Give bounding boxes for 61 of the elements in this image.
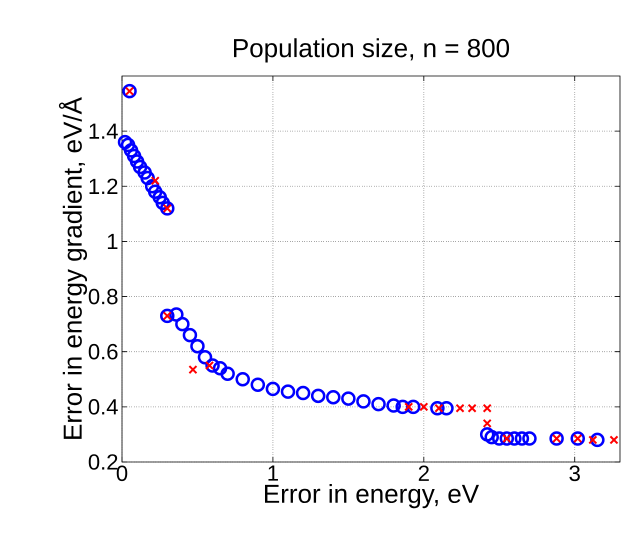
x-tick-label: 2 (418, 466, 429, 481)
x-tick-label: 0 (116, 466, 128, 482)
y-tick-label: 0.8 (88, 288, 118, 304)
point (118, 134, 132, 150)
point (609, 435, 618, 444)
point (482, 418, 492, 428)
point (468, 404, 477, 413)
point (310, 388, 326, 404)
point (371, 396, 386, 412)
point (126, 148, 142, 164)
point (482, 404, 492, 413)
point (122, 84, 137, 98)
point (356, 394, 371, 409)
point (130, 154, 144, 169)
point (326, 390, 341, 404)
point (205, 358, 220, 373)
point (152, 190, 167, 205)
point (160, 201, 175, 216)
point (480, 427, 494, 442)
y-tick-label: 1.2 (90, 178, 118, 194)
point (198, 350, 212, 364)
point (419, 402, 428, 412)
point (514, 431, 530, 446)
point (484, 430, 499, 444)
point (212, 360, 228, 376)
point (150, 176, 160, 186)
point (266, 382, 280, 396)
point (182, 328, 198, 342)
y-tick-label: 1 (108, 234, 118, 249)
point (140, 170, 155, 186)
point (570, 431, 585, 446)
point (341, 391, 356, 406)
y-tick-label: 1.4 (90, 124, 118, 139)
x-axis-title: Error in energy, eV (264, 484, 479, 508)
chart-title: Population size, n = 800 (234, 38, 510, 62)
x-tick-label: 1 (268, 466, 278, 481)
point (250, 378, 266, 392)
point (137, 165, 152, 180)
point (296, 386, 310, 400)
point (175, 316, 190, 332)
point (169, 307, 184, 322)
point (280, 384, 296, 399)
point (549, 431, 564, 446)
y-tick-label: 0.2 (88, 454, 118, 470)
y-tick-label: 0.6 (88, 344, 118, 360)
point (500, 431, 514, 446)
y-axis-title: Error in energy gradient, eV/Å (58, 97, 88, 439)
point (455, 404, 465, 413)
point (386, 398, 401, 413)
point (220, 366, 235, 382)
point (120, 138, 136, 152)
x-tick-label: 3 (569, 466, 580, 482)
point (190, 338, 205, 354)
point (160, 308, 175, 324)
point (522, 431, 537, 446)
point (188, 365, 198, 374)
point (148, 184, 162, 200)
y-tick-label: 0.4 (88, 399, 118, 415)
point (156, 196, 170, 210)
point (235, 372, 250, 387)
point (132, 160, 148, 174)
